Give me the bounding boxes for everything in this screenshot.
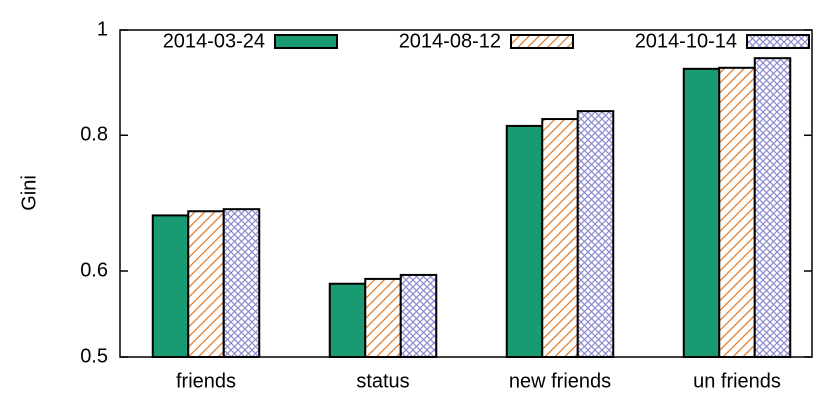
- bar: [718, 66, 756, 359]
- bar: [328, 282, 367, 358]
- y-tick-label: 0.8: [80, 124, 108, 146]
- legend-swatch: [746, 34, 810, 49]
- bar: [151, 214, 190, 358]
- y-axis-label: Gini: [18, 175, 40, 211]
- bar: [399, 273, 438, 359]
- x-tick-label: status: [356, 370, 409, 392]
- legend-label: 2014-10-14: [635, 30, 737, 52]
- y-tick-label: 0.5: [80, 345, 108, 367]
- y-tick-label: 1: [97, 18, 108, 40]
- y-tick-label: 0.6: [80, 259, 108, 281]
- bar: [187, 210, 225, 358]
- legend-label: 2014-08-12: [399, 30, 501, 52]
- bar: [541, 118, 579, 358]
- x-tick-label: friends: [176, 370, 236, 392]
- x-tick-label: un friends: [693, 370, 781, 392]
- legend-label: 2014-03-24: [163, 30, 265, 52]
- bar: [576, 110, 615, 358]
- legend-swatch: [510, 34, 574, 49]
- bar: [222, 208, 261, 358]
- bar: [682, 67, 721, 359]
- bar: [505, 124, 544, 358]
- plot-frame: [119, 29, 813, 358]
- bar: [753, 57, 792, 358]
- legend-swatch: [274, 34, 338, 49]
- bar: [364, 277, 402, 358]
- x-tick-label: new friends: [509, 370, 611, 392]
